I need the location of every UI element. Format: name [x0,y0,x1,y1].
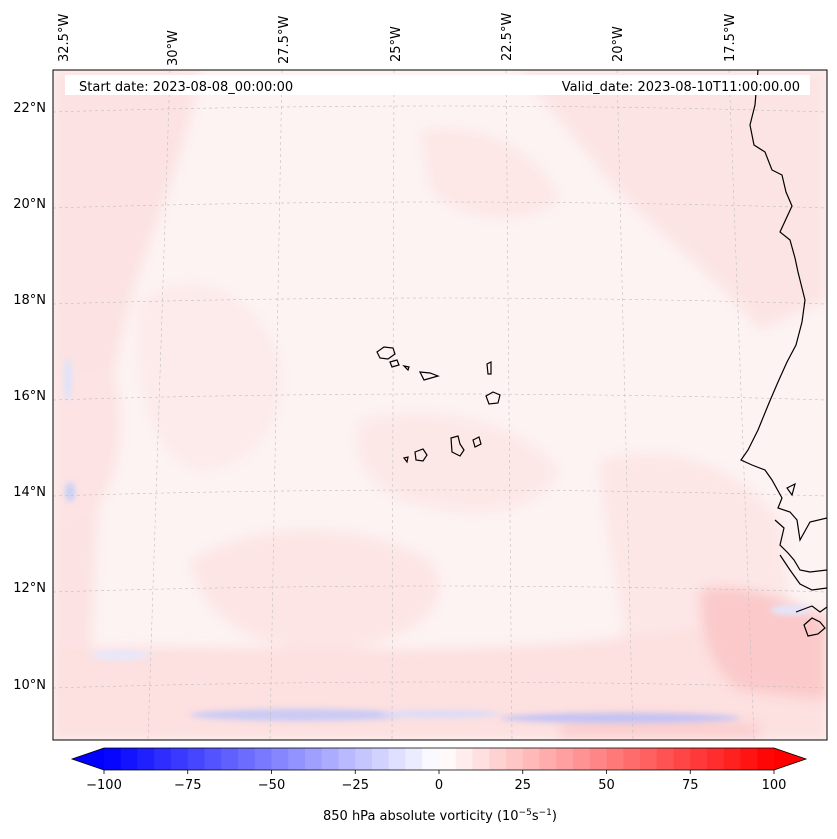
colorbar-extend-min [72,748,104,770]
colorbar-segment [422,748,440,770]
map-frame [52,69,828,741]
valid-date-label: Valid_date: 2023-08-10T11:00:00.00 [562,80,800,95]
longitude-labels: 32.5°W 30°W 27.5°W 25°W 22.5°W 20°W 17.5… [57,13,738,66]
coastlines [376,70,827,637]
lon-label-27-5w: 27.5°W [277,16,292,64]
colorbar-segment [690,748,708,770]
colorbar-segment [204,748,222,770]
colorbar-segment [288,748,306,770]
colorbar-tick-label: 100 [762,778,787,793]
colorbar-segment [372,748,390,770]
colorbar-segment [338,748,356,770]
colorbar-segment [271,748,289,770]
colorbar-segment [254,748,273,770]
colorbar-label: 850 hPa absolute vorticity (10−5s−1) [323,808,557,824]
colorbar-segment [439,748,457,770]
colorbar-segment [640,748,658,770]
colorbar-segment [522,748,541,770]
lat-label-18n: 18°N [13,293,46,308]
colorbar-ticks: −100 −75 −50 −25 0 25 50 75 100 [86,770,786,793]
lon-label-22-5w: 22.5°W [500,13,515,61]
colorbar-segment [221,748,239,770]
colorbar-segment [707,748,725,770]
lat-label-16n: 16°N [13,389,46,404]
colorbar-segment [606,748,624,770]
colorbar-segment [321,748,340,770]
colorbar-segment [120,748,139,770]
lon-label-20w: 20°W [611,26,626,62]
colorbar-segment [589,748,608,770]
colorbar-segment [573,748,591,770]
latitude-labels: 22°N 20°N 18°N 16°N 14°N 12°N 10°N [13,101,46,693]
colorbar-segment [305,748,323,770]
title-bar-background [65,75,810,95]
colorbar-segment [104,748,122,770]
colorbar-segment [506,748,524,770]
colorbar-segment [388,748,407,770]
lat-label-12n: 12°N [13,581,46,596]
colorbar: −100 −75 −50 −25 0 25 50 75 100 850 hPa absolute… [70,747,808,824]
cape-verde-islands [376,346,501,464]
lat-label-10n: 10°N [13,678,46,693]
colorbar-tick-label: −75 [174,778,201,793]
start-date-label: Start date: 2023-08-08_00:00:00 [79,80,293,95]
colorbar-tick-label: 0 [435,778,443,793]
colorbar-segment [187,748,206,770]
colorbar-segment [455,748,474,770]
colorbar-segment [355,748,373,770]
colorbar-extend-max [774,748,806,770]
lon-label-17-5w: 17.5°W [723,14,738,62]
lat-label-14n: 14°N [13,485,46,500]
lon-label-30w: 30°W [166,30,181,66]
lat-label-20n: 20°N [13,197,46,212]
colorbar-segment [740,748,758,770]
colorbar-segment [673,748,691,770]
colorbar-segment [154,748,172,770]
colorbar-tick-label: 75 [682,778,699,793]
colorbar-segment [556,748,574,770]
colorbar-segment [137,748,155,770]
colorbar-tick-label: −50 [258,778,285,793]
gridlines [53,70,827,740]
lon-label-25w: 25°W [389,26,404,62]
colorbar-segment [757,748,775,770]
colorbar-segment [489,748,507,770]
colorbar-segment [238,748,256,770]
colorbar-tick-label: 25 [514,778,531,793]
colorbar-segment [539,748,557,770]
africa-coastline [740,70,827,542]
map-panel: Start date: 2023-08-08_00:00:00 Valid_da… [53,70,827,740]
colorbar-segment [656,748,675,770]
colorbar-segment [723,748,742,770]
lat-label-22n: 22°N [13,101,46,116]
colorbar-segment [472,748,490,770]
colorbar-tick-label: −25 [342,778,369,793]
colorbar-segment [405,748,423,770]
colorbar-tick-label: 50 [598,778,615,793]
colorbar-segment [171,748,189,770]
colorbar-tick-label: −100 [86,778,122,793]
colorbar-segments [104,748,775,770]
negative-vorticity-streaks [64,358,810,723]
colorbar-segment [623,748,641,770]
lon-label-32-5w: 32.5°W [57,14,72,62]
